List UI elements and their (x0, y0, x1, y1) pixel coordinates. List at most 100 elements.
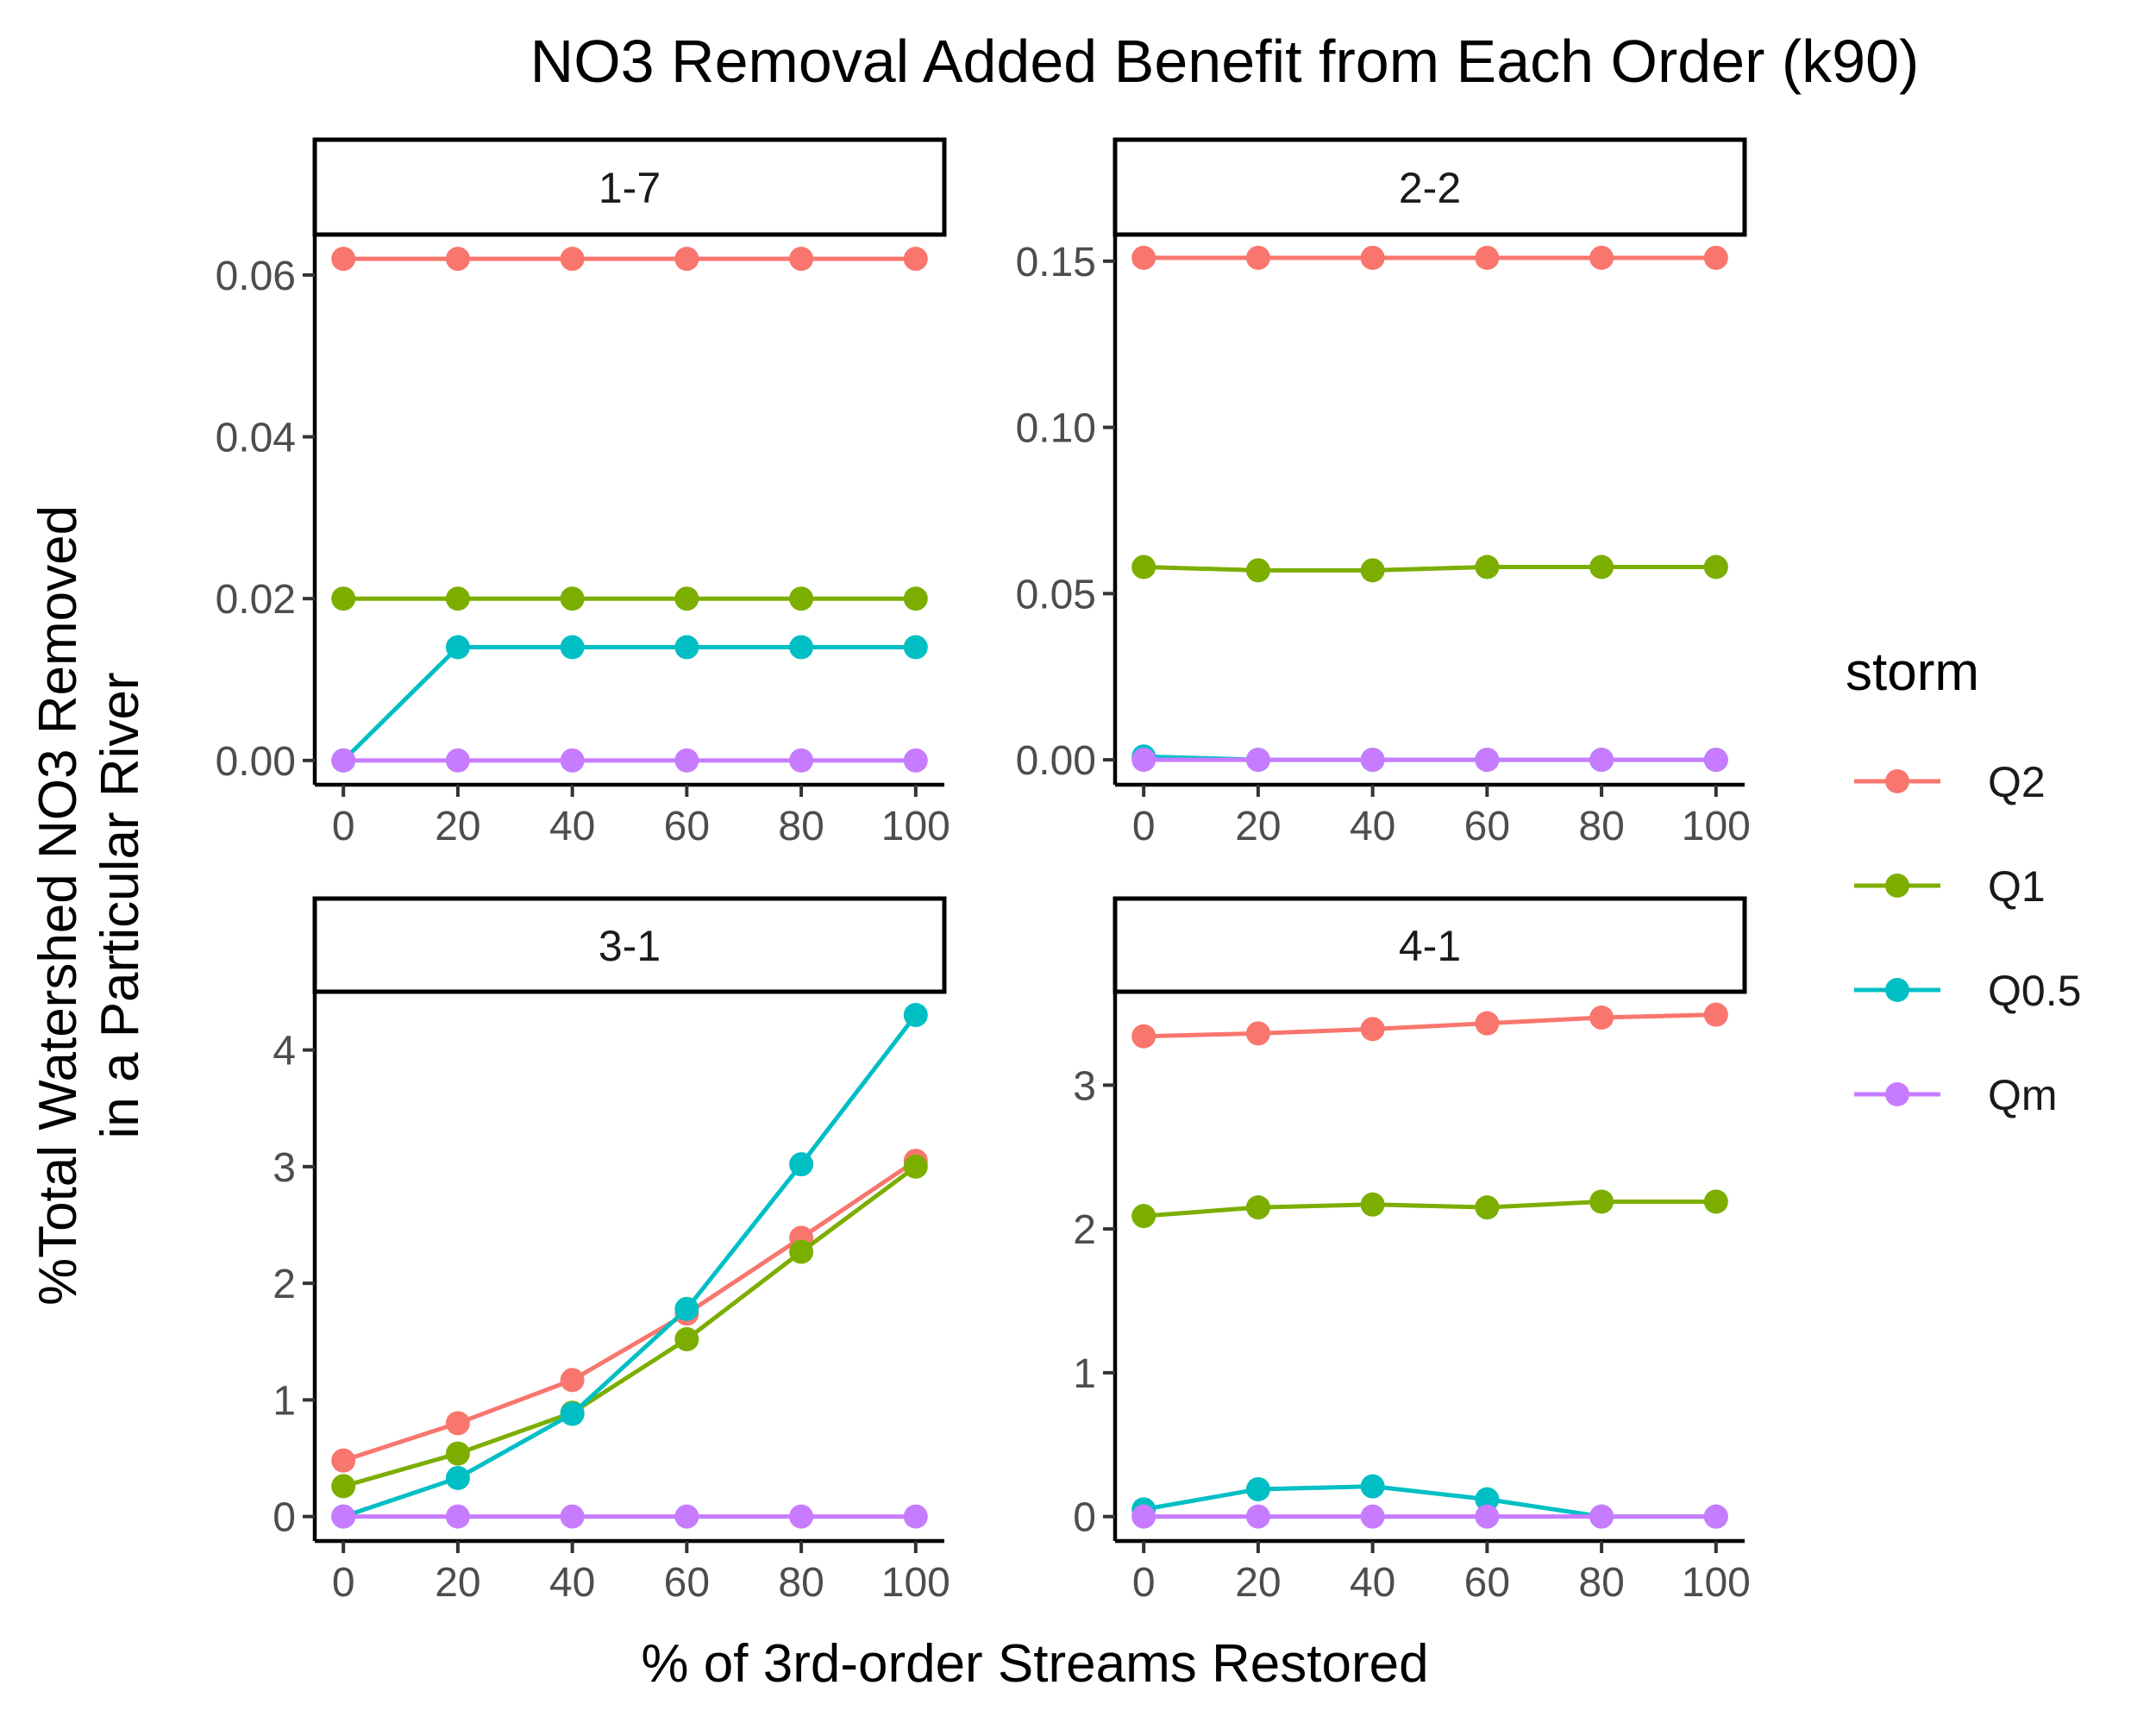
panel-2-2-y-tick-label: 0.00 (1016, 738, 1096, 784)
panel-3-1-series-qm-point (560, 1504, 585, 1529)
panel-1-7-series-q1-point (560, 586, 585, 611)
panel-2-2-x-tick-label: 40 (1350, 804, 1395, 849)
panel-2-2-series-q2-point (1703, 245, 1728, 270)
panel-1-7-series-q2-point (560, 247, 585, 272)
panel-1-7-series-q2-point (789, 247, 814, 272)
panel-3-1-series-qm-point (789, 1504, 814, 1529)
panel-1-7-x-tick-label: 60 (664, 804, 710, 849)
panel-3-1-series-q0-5-point (674, 1296, 699, 1321)
panel-3-1-series-q1-point (674, 1327, 699, 1352)
panel-1-7-series-qm-point (789, 748, 814, 773)
panel-2-2-series-q1-point (1475, 554, 1500, 579)
panel-2-2-y-tick-label: 0.10 (1016, 406, 1096, 452)
panel-4-1-y-tick-label: 3 (1073, 1063, 1096, 1109)
panel-4-1-x-tick-label: 20 (1235, 1560, 1281, 1606)
y-axis-title: %Total Watershed NO3 Removed in a Partic… (28, 505, 150, 1306)
panel-1-7-series-q0-5-line (342, 645, 916, 762)
panel-2-2-y-tick-label: 0.15 (1016, 240, 1096, 285)
panel-3-1-series-qm-point (445, 1504, 470, 1529)
panel-4-1-series-q1-point (1589, 1189, 1614, 1214)
panel-3-1-series-qm-point (331, 1504, 356, 1529)
panel-2-2-x-tick-label: 20 (1235, 804, 1281, 849)
panel-4-1-x-tick-label: 60 (1464, 1560, 1510, 1606)
panel-2-2-series-q1-point (1131, 554, 1156, 579)
panel-4-1-series-qm-point (1245, 1504, 1270, 1529)
panel-4-1-series-qm-point (1475, 1504, 1500, 1529)
y-axis-title-line-1: %Total Watershed NO3 Removed (28, 505, 88, 1306)
panel-1-7-y-tick-label: 0.04 (216, 416, 296, 461)
panel-1-7-series-qm-point (903, 748, 928, 773)
panel-4-1-x-tick-label: 100 (1682, 1560, 1751, 1606)
legend-entry-q0-5-label: Q0.5 (1988, 967, 2081, 1015)
panel-3-1-x-tick-label: 100 (881, 1560, 950, 1606)
legend-entry-q1-marker (1885, 874, 1909, 898)
panel-3-1-series-q1-point (903, 1154, 928, 1179)
panel-1-7-y-tick-label: 0.06 (216, 254, 296, 299)
panel-2-2-strip-label: 2-2 (1399, 164, 1461, 212)
panel-4-1-series-qm-point (1589, 1504, 1614, 1529)
panel-1-7-series-q2-point (331, 247, 356, 272)
panel-1-7-series-q1-point (674, 586, 699, 611)
panel-3-1-series-q2-point (331, 1448, 356, 1473)
legend-entry-qm-label: Qm (1988, 1071, 2058, 1119)
panel-2-2-x-tick-label: 60 (1464, 804, 1510, 849)
panel-4-1: 4-1 0 1 2 3 0 20 40 60 80 100 (1073, 896, 1751, 1606)
panel-3-1-series-q2-point (445, 1411, 470, 1436)
panel-4-1-series-q0-5-point (1360, 1474, 1385, 1499)
x-axis-title: % of 3rd-order Streams Restored (641, 1634, 1428, 1694)
panel-4-1-y-tick-label: 2 (1073, 1207, 1096, 1253)
panel-2-2-series-q1-line (1144, 564, 1716, 573)
panel-1-7-series-q0-5-point (560, 635, 585, 660)
panel-2-2-series-qm-point (1131, 748, 1156, 773)
panel-2-2-series-qm-point (1360, 748, 1385, 773)
legend-entry-q0-5-marker (1885, 978, 1909, 1002)
panel-4-1-series-q2-point (1245, 1021, 1270, 1046)
panel-2-2-series-qm-point (1703, 748, 1728, 773)
chart-title: NO3 Removal Added Benefit from Each Orde… (530, 28, 1920, 95)
y-axis-title-line-2: in a Particular River (91, 673, 150, 1139)
panel-3-1-x-tick-label: 0 (332, 1560, 355, 1606)
panel-4-1-strip-label: 4-1 (1399, 922, 1461, 970)
panel-3-1-strip (312, 896, 947, 994)
panel-3-1-y-tick-label: 1 (273, 1378, 296, 1424)
panel-1-7-series-q0-5-point (903, 635, 928, 660)
panel-3-1-series-q1-line (342, 1164, 918, 1488)
panel-1-7-series-q1-point (445, 586, 470, 611)
panel-1-7-x-tick-label: 100 (881, 804, 950, 849)
panel-1-7-series-q2-point (445, 247, 470, 272)
panel-2-2-series-q2-point (1131, 245, 1156, 270)
panel-1-7-x-tick-label: 40 (549, 804, 595, 849)
panel-3-1-series-q0-5-point (445, 1465, 470, 1490)
panel-1-7-x-tick-label: 0 (332, 804, 355, 849)
legend: storm Q2 Q1 Q0.5 Qm (1846, 642, 2081, 1119)
panel-2-2-series-q1-point (1245, 558, 1270, 583)
panel-2-2-strip (1112, 137, 1747, 237)
panel-4-1-series-q2-line (1144, 1012, 1716, 1039)
panel-1-7-series-qm-point (674, 748, 699, 773)
panel-1-7-series-q2-point (674, 247, 699, 272)
panel-2-2-y-tick-label: 0.05 (1016, 572, 1096, 617)
panel-4-1-series-q1-point (1360, 1192, 1385, 1217)
panel-1-7-series-qm-point (331, 748, 356, 773)
panel-3-1-y-tick-label: 3 (273, 1145, 296, 1191)
panel-4-1-x-tick-label: 40 (1350, 1560, 1395, 1606)
panel-3-1-series-q0-5-line (342, 1013, 918, 1519)
panel-2-2-series-q2-point (1475, 245, 1500, 270)
panel-4-1-series-qm-point (1360, 1504, 1385, 1529)
panel-2-2-x-tick-label: 100 (1682, 804, 1751, 849)
panel-4-1-series-qm-point (1131, 1504, 1156, 1529)
legend-title: storm (1846, 642, 1979, 702)
panel-4-1-series-qm-point (1703, 1504, 1728, 1529)
panel-3-1-series-q0-5-point (903, 1003, 928, 1028)
panel-4-1-x-tick-label: 80 (1578, 1560, 1624, 1606)
panel-2-2-series-qm-point (1475, 748, 1500, 773)
panel-3-1-x-tick-label: 20 (435, 1560, 480, 1606)
panel-1-7-y-tick-label: 0.02 (216, 577, 296, 623)
panel-4-1-y-tick-label: 0 (1073, 1495, 1096, 1541)
panel-3-1-series-q1-point (789, 1239, 814, 1264)
panel-2-2: 2-2 0.00 0.05 0.10 0.15 0 20 40 60 80 100 (1016, 137, 1751, 849)
panel-3-1-y-tick-label: 4 (273, 1029, 296, 1074)
